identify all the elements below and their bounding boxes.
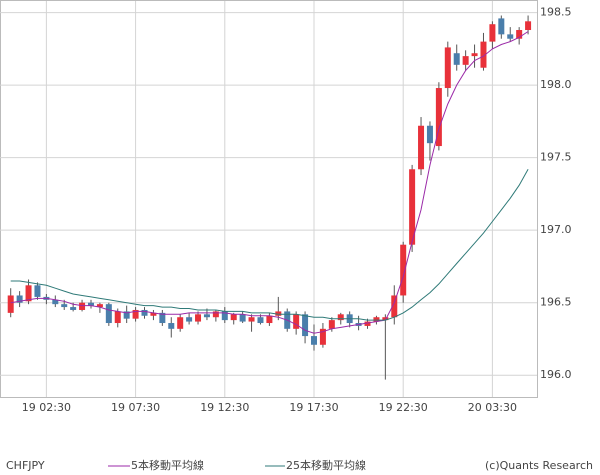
candle-body [266,315,273,324]
x-tick-label: 19 22:30 [379,401,428,414]
candle-body [70,307,77,310]
candle-body [168,323,175,329]
candle-body [203,314,210,318]
candle-body [123,311,130,319]
candle-body [141,309,148,316]
candle-body [212,311,219,318]
x-tick-label: 19 12:30 [200,401,249,414]
candle-body [87,302,94,306]
candle-body [516,30,523,39]
candle-body [25,285,32,302]
candle-body [480,41,487,68]
candle-body [373,317,380,322]
candle-body [239,314,246,322]
candle-body [96,304,103,308]
candle-body [221,311,228,321]
y-tick-label: 197.5 [540,151,572,164]
candle-body [248,317,255,322]
plot-frame [0,0,538,398]
candle-body [52,299,59,305]
candle-body [489,24,496,42]
candle-body [150,312,157,316]
candle-body [435,88,442,147]
x-tick-label: 20 03:30 [468,401,517,414]
candle-body [16,295,23,303]
candle-body [79,302,86,310]
candle-body [293,314,300,329]
moving-average-line [10,169,529,321]
candle-body [275,311,282,316]
candle-body [132,309,139,319]
symbol: CHFJPY [6,459,45,472]
candle-body [364,321,371,326]
candle-body [310,336,317,345]
candle-body [337,314,344,321]
candle-body [257,317,264,324]
y-tick-label: 198.0 [540,78,572,91]
candle-body [426,125,433,144]
y-tick-label: 196.5 [540,296,572,309]
candle-body [7,295,14,313]
candle-body [34,285,41,297]
y-tick-label: 197.0 [540,223,572,236]
candle-body [418,125,425,170]
candle-body [453,53,460,65]
candle-body [177,317,184,329]
legend-label: 5本移動平均線 [131,458,204,472]
candle-body [498,18,505,35]
candle-body [195,314,202,322]
candle-body [114,311,121,324]
candle-body [186,317,193,322]
x-tick-label: 19 02:30 [22,401,71,414]
candle-body [400,244,407,296]
y-tick-label: 198.5 [540,6,572,19]
legend-label: 25本移動平均線 [286,458,366,472]
x-tick-label: 19 17:30 [289,401,338,414]
candle-body [302,314,309,337]
candle-body [462,56,469,65]
candle-body [61,304,68,308]
candle-body [230,314,237,321]
candle-body [507,34,514,39]
candle-body [409,169,416,245]
moving-average-line [10,31,529,334]
candle-body [444,47,451,89]
candle-body [105,304,112,324]
copyright: (c)Quants Research [485,459,593,472]
y-tick-label: 196.0 [540,368,572,381]
candle-body [525,21,532,31]
candle-body [471,53,478,57]
candle-body [328,320,335,329]
candle-body [391,295,398,318]
candle-body [382,317,389,321]
x-tick-label: 19 07:30 [111,401,160,414]
candle-body [159,312,166,324]
candle-body [319,328,326,345]
